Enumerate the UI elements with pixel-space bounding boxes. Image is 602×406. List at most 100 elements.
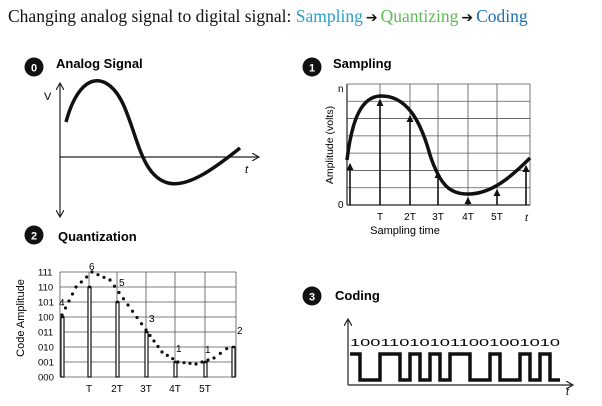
step-number-badge: [24, 57, 44, 77]
step-coding: Coding: [476, 6, 528, 26]
trace-dot: [148, 333, 152, 338]
code-label: 000: [38, 373, 54, 384]
trace-dot: [171, 357, 175, 361]
trace-dot: [60, 313, 64, 317]
step-number-badge: [302, 286, 322, 306]
x-axis-label: t: [566, 386, 570, 398]
trace-dot: [152, 339, 156, 343]
step-number: 3: [309, 292, 315, 304]
sample-value-label: 5: [119, 278, 125, 289]
sample-value-label: 4: [59, 298, 65, 309]
sample-value-label: 1: [205, 345, 211, 356]
trace-dot: [67, 299, 71, 303]
trace-dot: [139, 322, 144, 326]
x-tick-label: 2T: [111, 384, 123, 395]
x-tick-label: 3T: [432, 212, 444, 223]
code-label: 101: [38, 298, 54, 309]
panel-analog-signal: 0 Analog Signal V t: [24, 56, 259, 216]
step-number: 2: [31, 231, 37, 243]
arrow-icon: ➔: [461, 10, 474, 26]
panel-coding: 3 Coding 100110101011001001010 t: [302, 286, 573, 398]
y-axis-label: Code Amplitude: [15, 279, 27, 357]
trace-dot: [194, 362, 198, 366]
trace-dot: [182, 361, 186, 365]
trace-dot: [63, 306, 68, 310]
x-tick-label: 2T: [404, 212, 416, 223]
step-number-badge: [24, 225, 44, 245]
x-tick-label: T: [86, 384, 92, 395]
y-min-label: 0: [338, 200, 344, 211]
x-tick-label: 4T: [169, 384, 181, 395]
arrow-icon: ➔: [365, 10, 378, 26]
analog-wave: [64, 79, 242, 186]
trace-dot: [176, 360, 180, 364]
quantized-bar: [144, 331, 149, 378]
sample-value-label: 6: [89, 262, 95, 273]
trace-dot: [79, 280, 83, 284]
bit-sequence: 100110101011001001010: [350, 337, 560, 349]
quantized-bar: [231, 346, 236, 378]
trace-dot: [108, 278, 112, 282]
step-number: 1: [309, 63, 315, 75]
x-axis-label: t: [245, 164, 249, 176]
x-tick-label: T: [377, 212, 383, 223]
analog-dotted-trace: [60, 270, 229, 366]
panel-title: Analog Signal: [56, 56, 143, 71]
trace-dot: [165, 353, 169, 357]
x-tick-label: 5T: [199, 384, 211, 395]
x-tick-label: 5T: [491, 212, 503, 223]
trace-dot: [130, 309, 135, 313]
page-heading: Changing analog signal to digital signal…: [8, 6, 528, 27]
step-quantizing: Quantizing: [380, 6, 459, 26]
code-label: 001: [38, 358, 54, 369]
panel-title: Sampling: [333, 56, 392, 71]
trace-dot: [225, 347, 229, 351]
trace-dot: [144, 328, 148, 332]
digital-pulse-train: [350, 352, 560, 382]
trace-dot: [160, 350, 164, 354]
trace-dot: [70, 292, 75, 296]
x-tick-label: 3T: [140, 384, 152, 395]
heading-prefix: Changing analog signal to digital signal…: [8, 6, 296, 26]
y-axis-label: Amplitude (volts): [324, 106, 336, 184]
step-number-badge: [302, 57, 322, 77]
quantized-bar: [173, 361, 178, 378]
trace-dot: [121, 297, 126, 301]
quantized-bar: [60, 316, 65, 378]
trace-dot: [218, 351, 222, 355]
sampled-wave: [345, 94, 532, 196]
x-tick-label: 4T: [462, 212, 474, 223]
panel-title: Quantization: [58, 229, 137, 244]
trace-dot: [102, 275, 106, 279]
y-max-label: n: [338, 84, 344, 95]
x-end-label: t: [525, 212, 529, 224]
step-number: 0: [31, 63, 37, 75]
trace-dot: [112, 284, 117, 288]
trace-dot: [117, 290, 121, 295]
panel-quantization: 2 Quantization 111110101100011010001000 …: [15, 225, 243, 395]
code-label: 011: [38, 328, 53, 339]
sample-value-label: 1: [176, 344, 182, 355]
panel-sampling: 1 Sampling n 0 Amplitude (volts) T 2T 3T 4T…: [302, 56, 532, 237]
trace-dot: [96, 273, 100, 277]
quantized-bars: [60, 285, 236, 378]
sample-value-label: 3: [149, 314, 155, 325]
panel-title: Coding: [335, 288, 380, 303]
quantized-bar: [203, 361, 208, 378]
sample-value-label: 2: [237, 326, 243, 337]
trace-dot: [85, 275, 89, 279]
trace-dot: [90, 270, 94, 274]
code-label: 010: [38, 343, 54, 354]
quantized-bar: [87, 286, 92, 378]
step-sampling: Sampling: [295, 6, 363, 26]
trace-dot: [135, 315, 139, 320]
code-label: 100: [38, 313, 54, 324]
trace-dot: [156, 344, 160, 349]
trace-dot: [200, 360, 204, 364]
code-label: 110: [38, 283, 53, 294]
trace-dot: [126, 303, 130, 307]
trace-dot: [74, 285, 78, 289]
x-axis-title: Sampling time: [370, 225, 440, 237]
trace-dot: [212, 356, 216, 360]
